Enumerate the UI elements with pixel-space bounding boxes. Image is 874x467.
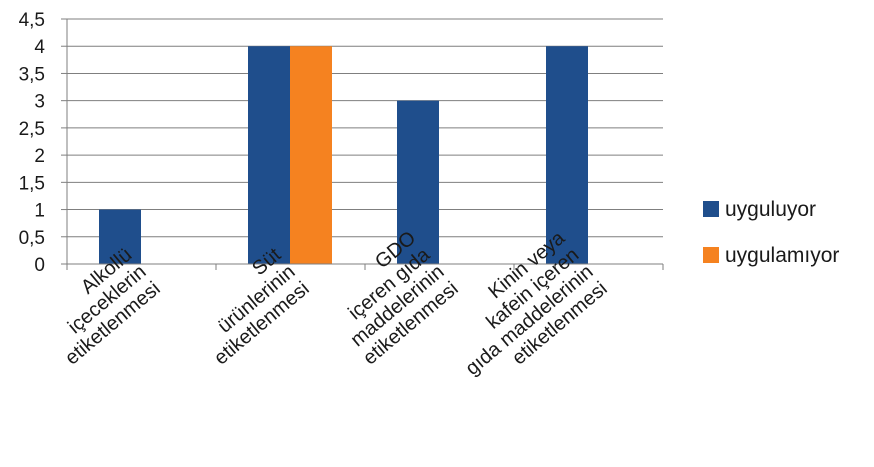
- legend-swatch: [703, 247, 719, 263]
- bar-uyguluyor-2: [397, 100, 439, 265]
- legend: uyguluyor uygulamıyor: [703, 198, 839, 267]
- gridlines: [67, 18, 663, 238]
- y-tick-label: 3: [34, 92, 45, 113]
- bars: [99, 46, 588, 265]
- y-tick-labels: 0 0,5 1 1,5 2 2,5 3 3,5 4 4,5: [19, 10, 46, 276]
- legend-swatch: [703, 201, 719, 217]
- y-tick-label: 4: [34, 37, 45, 58]
- y-tick-label: 0,5: [19, 228, 45, 249]
- y-tick-label: 3,5: [19, 64, 45, 85]
- bar-uygulamıyor-1: [290, 46, 332, 264]
- y-tick-label: 2,5: [19, 119, 45, 140]
- legend-label: uyguluyor: [725, 198, 816, 221]
- bar-uyguluyor-3: [546, 46, 588, 264]
- y-tick-label: 0: [34, 255, 45, 276]
- bar-uyguluyor-0: [99, 209, 141, 264]
- legend-label: uygulamıyor: [725, 244, 839, 267]
- y-tick-label: 4,5: [19, 10, 45, 31]
- y-tick-label: 2: [34, 146, 45, 167]
- bar-uyguluyor-1: [248, 46, 290, 264]
- y-tick-label: 1: [34, 201, 45, 222]
- y-tick-label: 1,5: [19, 173, 45, 194]
- axes: [61, 18, 664, 270]
